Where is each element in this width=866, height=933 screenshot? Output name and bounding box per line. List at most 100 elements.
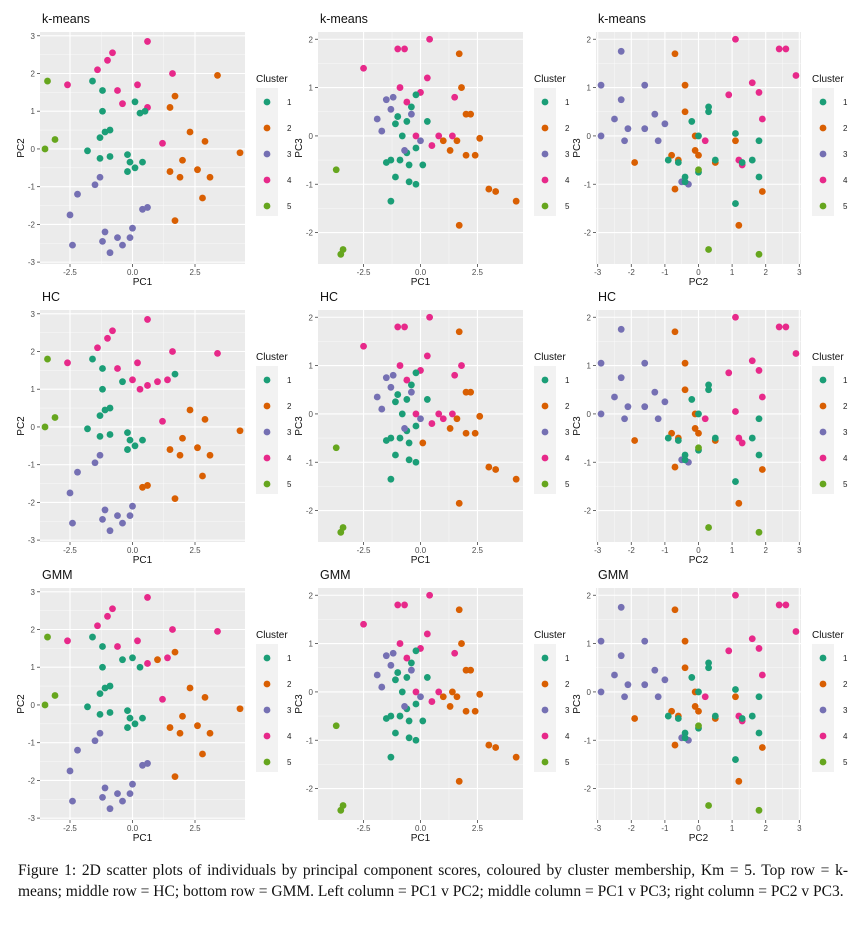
data-point — [96, 729, 104, 737]
data-point — [214, 627, 221, 635]
data-point — [758, 744, 766, 751]
data-point — [171, 370, 179, 378]
data-point — [671, 185, 679, 193]
legend-key — [819, 732, 827, 740]
data-point — [382, 96, 390, 104]
data-point — [755, 528, 763, 536]
data-point — [96, 690, 104, 698]
data-point — [412, 132, 420, 140]
data-point — [681, 178, 689, 186]
legend-key — [263, 176, 271, 184]
data-point — [176, 729, 184, 737]
x-tick-label: -1 — [661, 824, 669, 833]
x-tick-label: 2.5 — [472, 546, 484, 555]
data-point — [403, 396, 411, 403]
data-point — [755, 173, 763, 181]
panel-title: HC — [320, 290, 338, 304]
data-point — [106, 527, 114, 535]
legend-label: 1 — [287, 654, 292, 663]
y-tick-label: -3 — [28, 814, 36, 823]
data-point — [792, 350, 800, 357]
data-point — [426, 591, 434, 599]
legend-key — [263, 428, 271, 436]
data-point — [621, 693, 628, 701]
data-point — [236, 705, 244, 713]
data-point — [403, 654, 411, 662]
data-point — [119, 378, 126, 386]
data-point — [641, 81, 649, 89]
data-point — [453, 415, 461, 423]
data-point — [96, 134, 104, 142]
data-point — [711, 434, 719, 442]
data-point — [91, 737, 99, 745]
legend-key — [263, 454, 271, 462]
data-point — [458, 84, 465, 91]
data-point — [194, 166, 201, 174]
legend-label: 1 — [843, 98, 848, 107]
data-point — [392, 676, 399, 684]
data-point — [748, 79, 756, 87]
data-point — [403, 98, 411, 106]
data-point — [485, 185, 493, 193]
legend-label: 4 — [287, 732, 292, 741]
y-tick-label: 3 — [31, 310, 36, 319]
data-point — [396, 712, 404, 720]
legend-key — [819, 202, 827, 210]
legend-key — [263, 402, 271, 410]
legend-key — [819, 680, 827, 688]
data-point — [94, 622, 101, 630]
x-tick-label: -2 — [628, 268, 636, 277]
y-tick-label: -2 — [584, 507, 592, 516]
data-point — [201, 137, 209, 145]
data-point — [387, 475, 395, 483]
data-point — [412, 144, 420, 152]
data-point — [471, 429, 479, 437]
data-point — [455, 221, 463, 229]
data-point — [439, 415, 447, 423]
data-point — [755, 415, 763, 423]
data-point — [705, 664, 712, 672]
legend-key — [541, 680, 549, 688]
y-tick-label: -1 — [584, 458, 592, 467]
data-point — [688, 674, 696, 681]
panel-title: k-means — [42, 12, 90, 26]
x-tick-label: 2 — [763, 268, 768, 277]
data-point — [701, 137, 709, 145]
legend-key — [263, 758, 271, 766]
data-point — [392, 120, 399, 128]
data-point — [401, 323, 408, 331]
data-point — [101, 784, 109, 792]
y-tick-label: 0 — [309, 688, 314, 697]
data-point — [758, 393, 766, 401]
data-point — [114, 512, 121, 519]
data-point — [387, 712, 395, 720]
data-point — [69, 519, 76, 527]
data-point — [378, 683, 386, 691]
y-tick-label: 2 — [587, 313, 592, 322]
data-point — [597, 637, 605, 645]
data-point — [426, 313, 434, 321]
data-point — [41, 423, 49, 431]
data-point — [179, 156, 186, 164]
legend-label: 5 — [843, 758, 848, 767]
x-tick-label: -3 — [594, 546, 602, 555]
legend-title: Cluster — [256, 630, 288, 641]
x-tick-label: -2.5 — [63, 546, 77, 555]
data-point — [403, 674, 411, 681]
data-point — [396, 362, 404, 369]
x-axis-label: PC1 — [133, 555, 153, 566]
y-tick-label: 2 — [309, 591, 314, 600]
data-point — [126, 436, 134, 444]
y-tick-label: -1 — [28, 183, 36, 192]
legend-title: Cluster — [812, 74, 844, 85]
data-point — [166, 104, 174, 111]
y-tick-label: -1 — [584, 180, 592, 189]
data-point — [597, 410, 605, 418]
legend-label: 3 — [843, 706, 848, 715]
data-point — [144, 382, 151, 389]
data-point — [668, 429, 676, 437]
data-point — [396, 640, 404, 647]
legend-label: 4 — [287, 176, 292, 185]
data-point — [186, 406, 194, 414]
chart-panel-7: GMM -2.5 0.0 2.5 -3 -2 -1 0 1 2 3 PC1 PC2 Cluster 1 2 3 4… — [16, 568, 292, 844]
